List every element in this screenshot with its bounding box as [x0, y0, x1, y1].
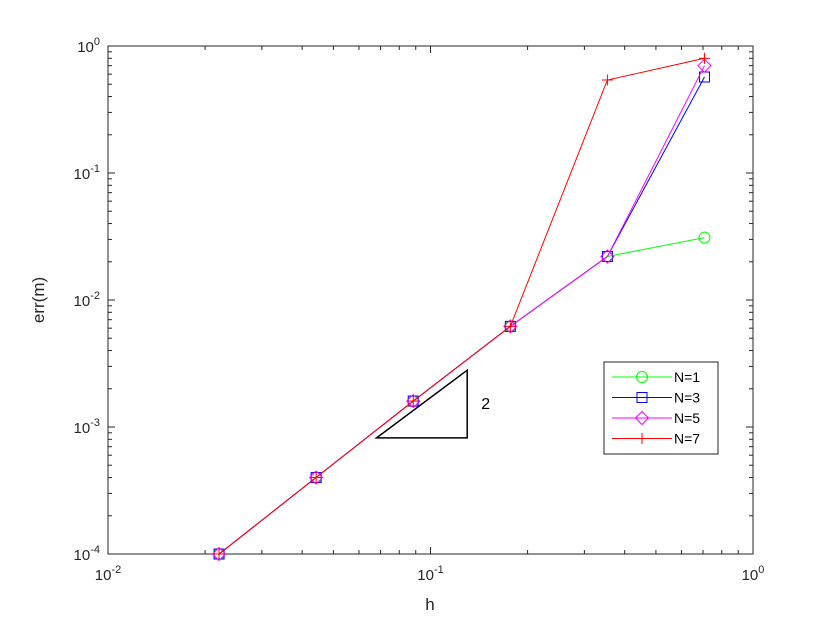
data-point-plus	[310, 472, 322, 484]
y-tick-label: 10-2	[74, 290, 100, 310]
data-point-diamond	[697, 58, 712, 73]
data-point-plus	[213, 548, 225, 560]
x-tick-label: 10-2	[95, 564, 121, 584]
y-tick-label: 100	[77, 36, 100, 56]
data-point-diamond	[211, 546, 227, 562]
y-tick-label: 10-4	[74, 544, 100, 564]
y-tick-label: 10-1	[74, 163, 100, 183]
legend-label: N=3	[674, 390, 700, 406]
legend-marker-square	[636, 392, 648, 403]
legend: N=1 N=3 N=5 N=7	[603, 361, 719, 455]
legend-label: N=5	[674, 410, 700, 426]
series-layer	[211, 52, 712, 562]
legend-marker-circle	[636, 371, 648, 383]
data-point-diamond	[503, 319, 518, 334]
legend-item: N=3	[612, 390, 700, 406]
x-tick-label: 10-1	[417, 564, 443, 584]
series-line	[218, 57, 705, 555]
legend-marker-plus	[636, 433, 648, 444]
legend-marker-diamond	[634, 410, 650, 426]
slope-label: 2	[481, 396, 490, 413]
x-axis-label: h	[425, 595, 434, 614]
legend-label: N=1	[674, 369, 700, 385]
legend-item: N=7	[612, 431, 700, 447]
legend-label: N=7	[674, 431, 700, 447]
ticks: 10-2 10-1 100 10-4 10-3 10-2 10-1 100	[74, 36, 765, 584]
data-point-diamond	[406, 393, 421, 409]
data-point-plus	[698, 52, 710, 64]
x-tick-label: 100	[742, 564, 765, 584]
data-point-plus	[407, 395, 419, 407]
plot-area	[107, 45, 754, 555]
y-axis-label: err(m)	[29, 277, 48, 323]
legend-item: N=1	[612, 369, 700, 385]
data-point-plus	[504, 320, 516, 332]
data-point-circle	[698, 231, 711, 244]
series-N=7	[213, 52, 710, 560]
data-point-square	[601, 251, 613, 263]
y-tick-label: 10-3	[74, 417, 100, 437]
data-point-plus	[601, 74, 613, 86]
legend-box	[603, 361, 719, 455]
data-point-diamond	[600, 249, 615, 264]
slope-triangle	[374, 368, 468, 439]
data-point-diamond	[308, 470, 324, 485]
legend-item: N=5	[612, 410, 700, 426]
slope-annotation: 2	[374, 368, 490, 439]
